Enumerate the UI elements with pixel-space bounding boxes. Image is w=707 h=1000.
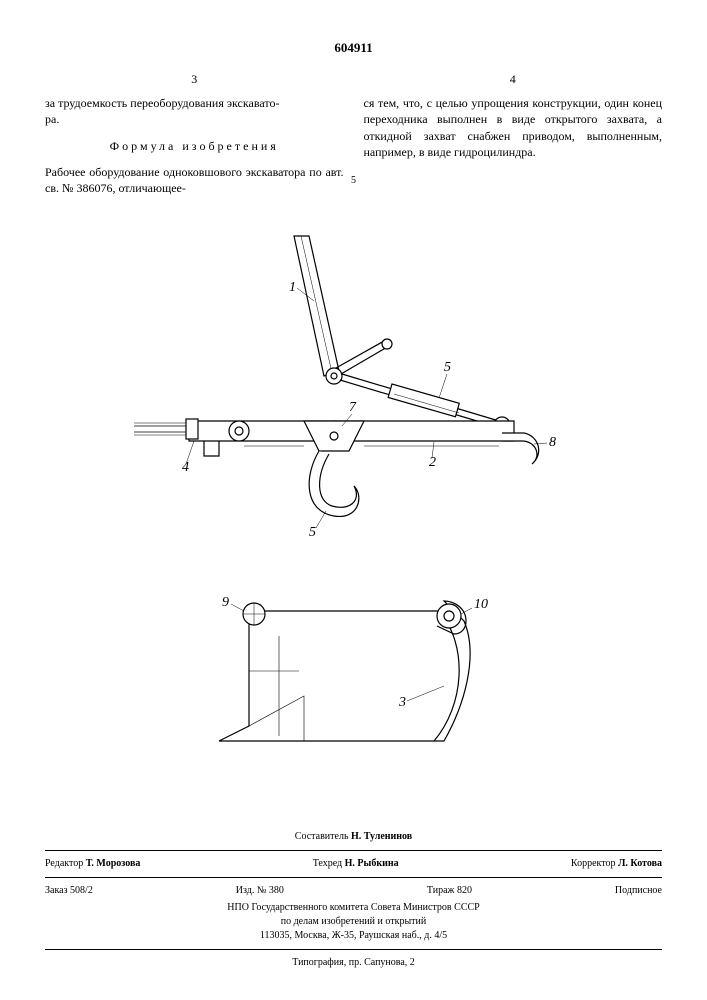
right-col-number: 4 bbox=[364, 71, 663, 87]
org-line1: НПО Государственного комитета Совета Мин… bbox=[45, 901, 662, 915]
fig1-label-4: 4 bbox=[182, 460, 189, 475]
left-text-2: ра. bbox=[45, 111, 344, 127]
fig1-label-1: 1 bbox=[289, 280, 296, 295]
org-line2: по делам изобретений и открытий bbox=[45, 915, 662, 929]
corrector-name: Л. Котова bbox=[618, 858, 662, 869]
fig2-label-9: 9 bbox=[222, 595, 229, 610]
right-column: 4 ся тем, что, с целью упрощения констру… bbox=[364, 71, 663, 196]
editor-label: Редактор bbox=[45, 858, 83, 869]
fig1-label-2: 2 bbox=[429, 455, 436, 470]
document-number: 604911 bbox=[45, 40, 662, 56]
subscription: Подписное bbox=[615, 884, 662, 898]
editor-name: Т. Морозова bbox=[86, 858, 141, 869]
techred-label: Техред bbox=[313, 858, 342, 869]
printer-info: Типография, пр. Сапунова, 2 bbox=[45, 956, 662, 970]
formula-title: Формула изобретения bbox=[45, 138, 344, 154]
edition-number: Изд. № 380 bbox=[236, 884, 284, 898]
fig1-label-5b: 5 bbox=[309, 525, 316, 540]
order-number: Заказ 508/2 bbox=[45, 884, 93, 898]
techred-name: Н. Рыбкина bbox=[345, 858, 399, 869]
compiler-name: Н. Туленинов bbox=[351, 831, 412, 842]
left-text-1: за трудоемкость переоборудования экскава… bbox=[45, 95, 344, 111]
right-text: ся тем, что, с целью упрощения конструкц… bbox=[364, 95, 663, 160]
fig1-label-5: 5 bbox=[444, 360, 451, 375]
compiler-label: Составитель bbox=[295, 831, 349, 842]
claim-text: Рабочее оборудование одноковшового экска… bbox=[45, 164, 344, 196]
left-column: 3 за трудоемкость переоборудования экска… bbox=[45, 71, 344, 196]
corrector-label: Корректор bbox=[571, 858, 616, 869]
footer: Составитель Н. Туленинов Редактор Т. Мор… bbox=[45, 830, 662, 970]
fig2-label-10: 10 bbox=[474, 597, 488, 612]
patent-page: 604911 3 за трудоемкость переоборудовани… bbox=[0, 0, 707, 1000]
line-marker-5: 5 bbox=[351, 175, 356, 186]
fig1-label-8: 8 bbox=[549, 435, 556, 450]
figure-area: 1 5 7 4 2 5 8 bbox=[45, 226, 662, 746]
org-address: 113035, Москва, Ж-35, Раушская наб., д. … bbox=[45, 929, 662, 943]
fig1-label-7: 7 bbox=[349, 400, 357, 415]
left-col-number: 3 bbox=[45, 71, 344, 87]
circulation: Тираж 820 bbox=[427, 884, 472, 898]
fig2-label-3: 3 bbox=[398, 695, 406, 710]
technical-drawing: 1 5 7 4 2 5 8 bbox=[104, 226, 604, 746]
